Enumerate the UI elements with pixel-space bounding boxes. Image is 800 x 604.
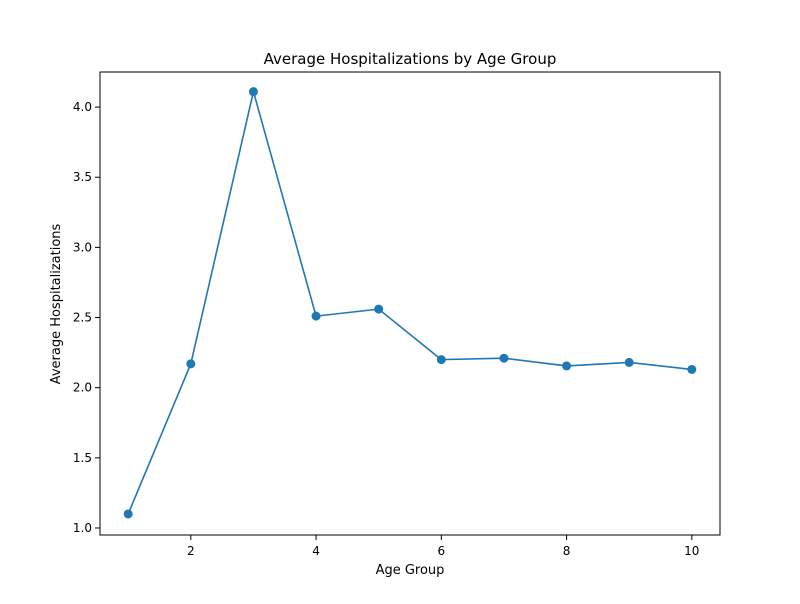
data-point [248,87,258,97]
x-tick-label: 10 [684,544,699,558]
y-axis-label: Average Hospitalizations [49,223,64,384]
x-tick-label: 6 [437,544,445,558]
x-axis-label: Age Group [376,563,445,578]
y-tick-label: 2.0 [73,381,92,395]
plot-area [99,71,721,536]
y-tick-label: 1.0 [73,521,92,535]
data-point [374,304,384,314]
data-point [687,364,697,374]
data-point [123,509,133,519]
series-layer [123,87,697,519]
series-line [127,90,692,515]
data-point [311,311,321,321]
chart-title: Average Hospitalizations by Age Group [264,50,557,68]
y-tick-label: 1.5 [73,451,92,465]
data-point [562,361,572,371]
x-tick-label: 2 [187,544,195,558]
data-point [186,359,196,369]
x-tick-label: 4 [312,544,320,558]
data-point [624,357,634,367]
axes-frame [99,71,721,536]
x-axis-ticks: 2 4 6 8 10 [187,535,699,558]
y-axis-ticks: 1.0 1.5 2.0 2.5 3.0 3.5 4.0 [73,100,100,535]
y-tick-label: 2.5 [73,311,92,325]
x-tick-label: 8 [563,544,571,558]
y-tick-label: 3.5 [73,170,92,184]
data-point [436,355,446,365]
y-tick-label: 3.0 [73,240,92,254]
y-tick-label: 4.0 [73,100,92,114]
data-point [499,353,509,363]
